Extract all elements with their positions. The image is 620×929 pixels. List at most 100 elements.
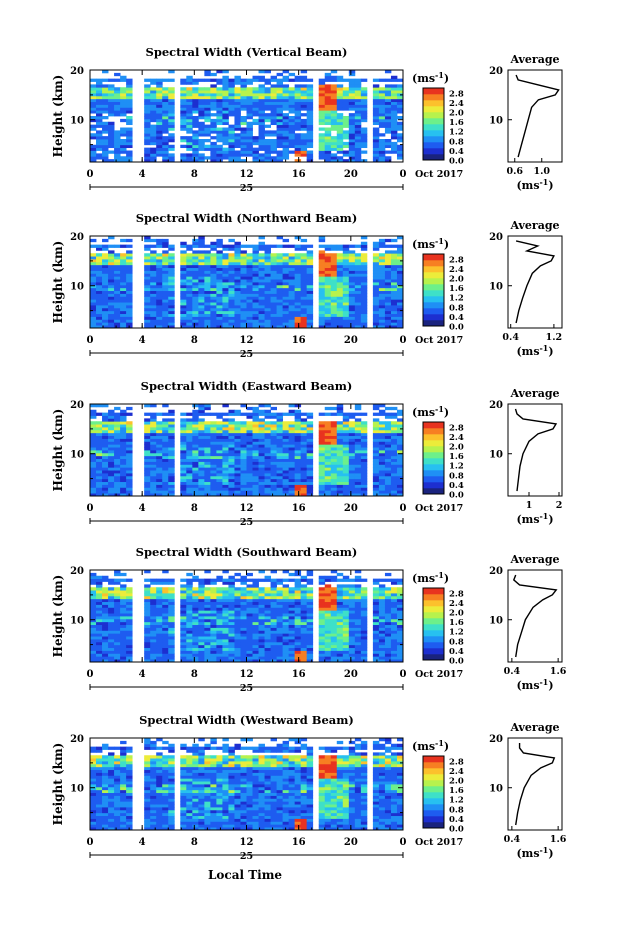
heatmap-cell <box>330 116 338 120</box>
heatmap-cell <box>234 121 241 126</box>
heatmap-cell <box>102 621 109 626</box>
heatmap-cell <box>198 595 205 600</box>
heatmap-cell <box>246 447 253 451</box>
heatmap-cell <box>378 90 386 94</box>
heatmap-cell <box>258 244 265 248</box>
heatmap-cell <box>210 130 217 134</box>
heatmap-cell <box>186 124 193 128</box>
heatmap-cell <box>234 429 241 434</box>
heatmap-cell <box>114 261 121 266</box>
heatmap-cell <box>240 659 247 663</box>
heatmap-cell <box>330 118 338 123</box>
heatmap-cell <box>108 253 115 257</box>
heatmap-cell <box>228 290 235 294</box>
heatmap-cell <box>264 470 271 474</box>
heatmap-cell <box>294 270 302 274</box>
heatmap-cell <box>228 90 235 94</box>
heatmap-cell <box>294 415 302 419</box>
heatmap-cell <box>288 256 296 260</box>
heatmap-cell <box>186 81 193 85</box>
heatmap-cell <box>162 259 169 263</box>
heatmap-cell <box>348 78 356 82</box>
heatmap-cell <box>234 156 241 160</box>
heatmap-cell <box>246 264 253 269</box>
heatmap-cell <box>228 575 235 580</box>
heatmap-cell <box>198 590 205 594</box>
heatmap-cell <box>264 424 271 428</box>
heatmap-cell <box>102 455 109 460</box>
heatmap-cell <box>390 141 398 146</box>
heatmap-cell <box>378 124 386 128</box>
heatmap-cell <box>108 650 115 654</box>
heatmap-cell <box>144 447 151 451</box>
heatmap-cell <box>216 424 223 428</box>
heatmap-cell <box>180 478 187 483</box>
heatmap-cell <box>144 404 151 408</box>
heatmap-cell <box>246 261 253 266</box>
heatmap-cell <box>318 481 326 485</box>
heatmap-cell <box>150 415 157 419</box>
heatmap-cell <box>360 261 368 266</box>
heatmap-cell <box>144 247 151 251</box>
heatmap-cell <box>126 293 133 297</box>
heatmap-cell <box>186 604 193 608</box>
heatmap-cell <box>108 144 115 149</box>
heatmap-cell <box>318 427 326 431</box>
heatmap-cell <box>150 598 157 603</box>
heatmap-cell <box>384 90 392 94</box>
heatmap-cell <box>156 435 163 439</box>
heatmap-cell <box>282 267 290 271</box>
heatmap-cell <box>288 470 296 474</box>
heatmap-cell <box>252 467 259 471</box>
heatmap-cell <box>120 438 127 442</box>
heatmap-cell <box>234 647 241 651</box>
heatmap-cell <box>330 412 338 416</box>
heatmap-cell <box>234 633 241 637</box>
heatmap-cell <box>354 261 362 266</box>
heatmap-cell <box>270 455 277 460</box>
heatmap-cell <box>270 461 277 465</box>
heatmap-cell <box>114 452 121 457</box>
heatmap-cell <box>228 590 235 594</box>
heatmap-cell <box>390 270 398 274</box>
heatmap-cell <box>318 153 326 157</box>
y-tick-label: 20 <box>70 400 84 411</box>
heatmap-cell <box>102 593 109 597</box>
heatmap-cell <box>270 156 277 160</box>
heatmap-cell <box>96 490 103 494</box>
heatmap-cell <box>120 613 127 617</box>
heatmap-cell <box>120 441 127 445</box>
heatmap-cell <box>198 429 205 434</box>
heatmap-cell <box>234 659 241 663</box>
heatmap-cell <box>318 101 326 105</box>
heatmap-cell <box>198 287 205 292</box>
heatmap-cell <box>186 601 193 605</box>
average-x-unit-exponent: -1 <box>540 344 549 353</box>
heatmap-cell <box>228 141 235 146</box>
heatmap-cell <box>282 467 290 471</box>
heatmap-cell <box>120 270 127 274</box>
heatmap-cell <box>258 418 265 422</box>
heatmap-cell <box>294 412 302 416</box>
heatmap-cell <box>210 641 217 646</box>
heatmap-cell <box>342 118 350 123</box>
heatmap-cell <box>264 421 271 425</box>
heatmap-cell <box>372 458 380 462</box>
heatmap-cell <box>222 598 229 603</box>
heatmap-cell <box>168 313 175 317</box>
heatmap-cell <box>240 404 247 408</box>
heatmap-cell <box>210 607 217 611</box>
heatmap-cell <box>240 267 247 271</box>
heatmap-cell <box>228 427 235 431</box>
heatmap-cell <box>204 124 211 128</box>
heatmap-cell <box>360 464 368 468</box>
heatmap-cell <box>390 475 398 480</box>
heatmap-cell <box>168 267 175 271</box>
heatmap-cell <box>294 107 302 111</box>
heatmap-cell <box>96 156 103 160</box>
heatmap-cell <box>192 432 199 437</box>
heatmap-cell <box>228 139 235 143</box>
heatmap-cell <box>372 241 380 246</box>
heatmap-cell <box>234 287 241 292</box>
heatmap-cell <box>300 473 308 477</box>
